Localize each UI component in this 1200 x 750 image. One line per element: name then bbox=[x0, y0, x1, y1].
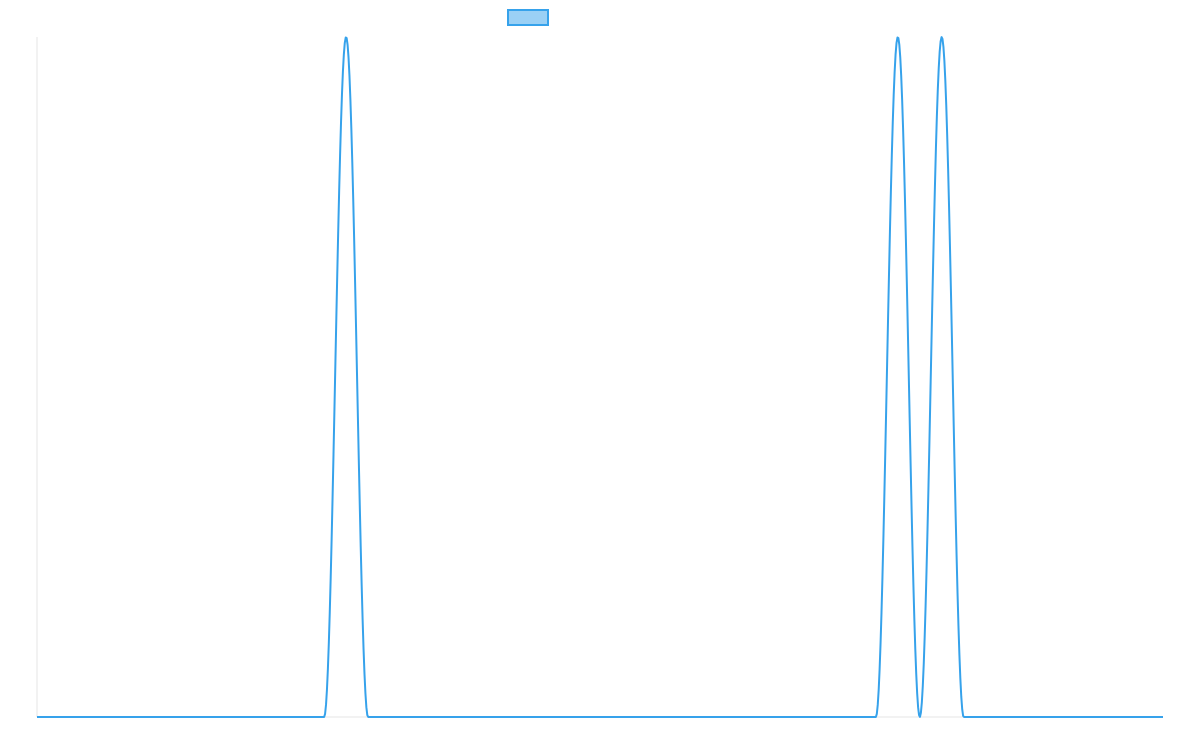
legend-item-0[interactable] bbox=[507, 9, 549, 26]
series-layer bbox=[36, 36, 1164, 718]
series-line-0 bbox=[36, 36, 1164, 718]
legend[interactable] bbox=[507, 9, 549, 26]
axes bbox=[36, 37, 1163, 718]
legend-swatch bbox=[507, 9, 549, 26]
